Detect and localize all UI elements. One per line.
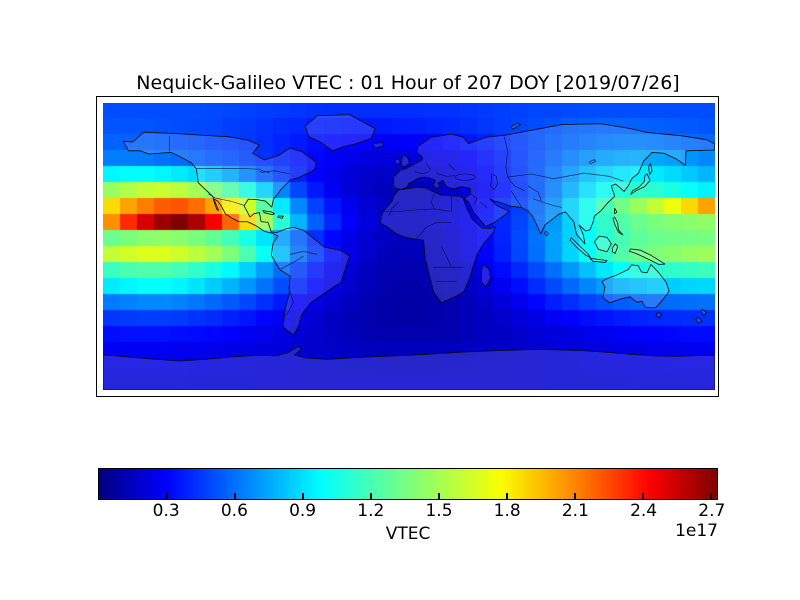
coastline-antarctica — [103, 347, 715, 390]
coastline-java — [590, 258, 607, 262]
borders-central-asia — [508, 177, 525, 206]
coastline-eurasia — [394, 124, 715, 244]
colorbar-offset-text: 1e17 — [675, 521, 718, 541]
border-russia-central-asia — [508, 173, 624, 181]
great-lakes — [259, 171, 269, 173]
border-us-canada — [197, 168, 291, 174]
borders-china-india — [528, 186, 562, 208]
coastline-hispaniola — [278, 216, 283, 218]
colorbar-tick-mark — [506, 493, 508, 499]
plot-title: Nequick-Galileo VTEC : 01 Hour of 207 DO… — [136, 72, 680, 94]
country-borders — [169, 136, 623, 315]
colorbar-tick-mark — [710, 493, 712, 499]
coastline-greenland — [305, 115, 375, 151]
coastline-sumatra — [570, 238, 590, 258]
colorbar-tick-label: 2.7 — [698, 501, 726, 521]
coastline-new-guinea — [629, 249, 665, 265]
coastline-tasmania — [656, 312, 661, 318]
borders-middle-east — [470, 194, 487, 208]
colorbar-tick-label: 2.4 — [630, 501, 658, 521]
colorbar-tick-label: 0.6 — [220, 501, 248, 521]
coastline-cuba — [263, 211, 275, 215]
colorbar-tick-mark — [642, 493, 644, 499]
coastline-new-zealand-north — [701, 309, 706, 315]
water-bodies — [259, 160, 595, 190]
borders-central-africa — [416, 223, 464, 282]
colorbar-tick-mark — [370, 493, 372, 499]
borders-south-america — [280, 251, 317, 315]
colorbar-tick-label: 1.5 — [425, 501, 453, 521]
map-axes-frame — [96, 96, 719, 397]
coastline-novaya-zemlya — [511, 123, 520, 129]
colorbar-tick-mark — [166, 493, 168, 499]
colorbar-tick-label: 2.1 — [561, 501, 589, 521]
coastline-uk — [401, 155, 410, 167]
colorbar-tick-labels: 0.3 0.6 0.9 1.2 1.5 1.8 2.1 2.4 2.7 — [98, 501, 726, 522]
colorbar-tick-label: 0.3 — [152, 501, 180, 521]
coastline-madagascar — [481, 265, 490, 287]
borders-sahara — [380, 194, 451, 216]
coastline-americas — [123, 132, 349, 335]
colorbar-tick-mark — [574, 493, 576, 499]
caspian-sea — [491, 174, 498, 190]
colorbar-tick-label: 1.2 — [357, 501, 385, 521]
coastline-japan — [631, 174, 650, 194]
colorbar-tick-mark — [438, 493, 440, 499]
colorbar-tick-label: 1.8 — [493, 501, 521, 521]
borders-europe — [414, 164, 455, 177]
coastline-sakhalin — [649, 164, 652, 175]
coastline-africa — [380, 187, 496, 303]
world-map-overlay — [103, 103, 715, 390]
colorbar-tick-mark — [234, 493, 236, 499]
coastline-borneo — [594, 236, 611, 252]
coastlines — [103, 115, 715, 390]
coastline-new-zealand-south — [696, 317, 702, 323]
coastline-ireland — [395, 159, 400, 165]
black-sea — [455, 174, 475, 180]
border-ural — [504, 136, 507, 177]
border-us-mexico — [208, 194, 244, 205]
colorbar-tick-label: 0.9 — [289, 501, 317, 521]
coastline-taiwan — [614, 208, 617, 214]
coastline-sri-lanka — [545, 231, 549, 235]
coastline-philippines — [613, 217, 623, 235]
coastline-sulawesi — [612, 244, 618, 254]
colorbar — [98, 468, 718, 500]
colorbar-label: VTEC — [385, 524, 431, 544]
lake-baikal — [589, 160, 595, 164]
coastline-iceland — [373, 143, 384, 148]
coastline-australia — [602, 265, 669, 308]
colorbar-tick-mark — [302, 493, 304, 499]
